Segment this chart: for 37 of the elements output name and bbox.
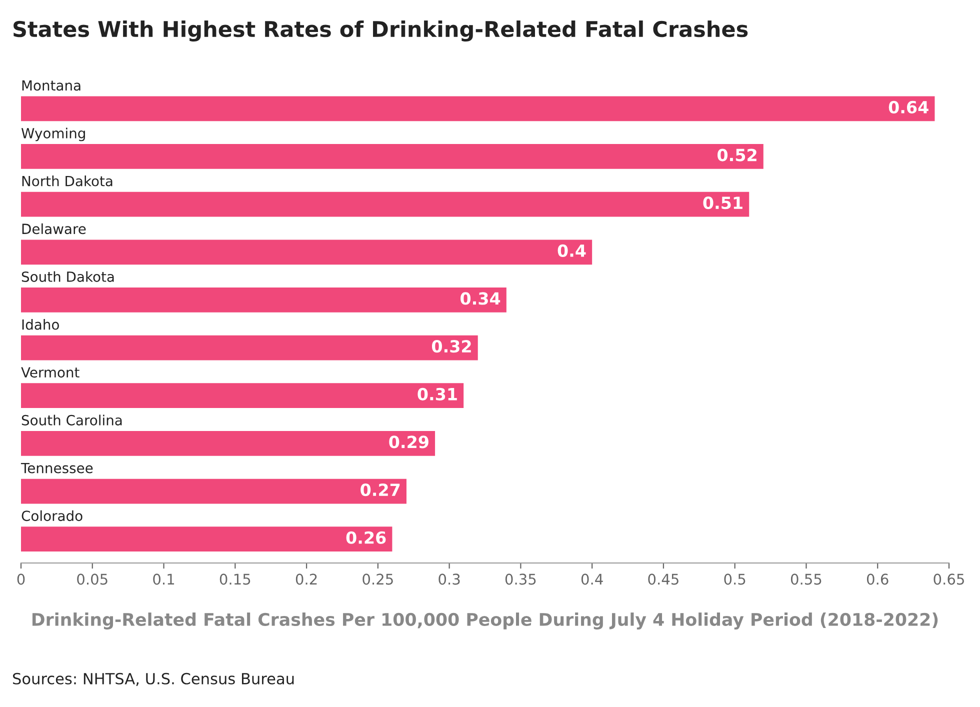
chart-title: States With Highest Rates of Drinking-Related Fatal Crashes xyxy=(14,20,748,42)
x-tick-label: 0.25 xyxy=(362,574,393,585)
y-tick-label: South Dakota xyxy=(22,271,114,282)
x-tick-label: 0.55 xyxy=(790,574,822,585)
source-note: Sources: NHTSA, U.S. Census Bureau xyxy=(13,672,294,686)
y-tick-label: Tennessee xyxy=(20,462,93,474)
data-label: 0.64 xyxy=(888,100,928,114)
x-tick-label: 0 xyxy=(17,574,25,585)
data-label: 0.52 xyxy=(718,148,756,162)
x-tick-label: 0.1 xyxy=(153,574,174,585)
x-tick-label: 0.35 xyxy=(505,574,536,585)
data-label: 0.29 xyxy=(389,436,428,448)
y-tick-label: Delaware xyxy=(22,223,86,234)
y-tick-label: South Carolina xyxy=(22,414,122,426)
x-tick-label: 0.45 xyxy=(648,574,678,585)
x-tick-label: 0.15 xyxy=(220,574,250,585)
x-tick-label: 0.6 xyxy=(866,574,888,585)
x-tick-label: 0.4 xyxy=(581,574,603,585)
x-tick-label: 0.3 xyxy=(438,574,460,585)
data-label: 0.4 xyxy=(558,244,586,257)
data-label: 0.27 xyxy=(360,483,400,496)
x-axis-title: Drinking-Related Fatal Crashes Per 100,000 People During July 4 Holiday Period (2018-2022) xyxy=(32,612,938,630)
x-tick-label: 0.5 xyxy=(724,574,746,585)
data-label: 0.26 xyxy=(346,531,386,544)
y-tick-label: Vermont xyxy=(21,367,80,378)
x-tick-label: 0.05 xyxy=(77,574,108,585)
data-label: 0.32 xyxy=(432,340,471,353)
data-label: 0.51 xyxy=(703,196,742,210)
x-tick-label: 0.65 xyxy=(934,574,964,585)
data-label: 0.34 xyxy=(460,292,500,305)
data-label: 0.31 xyxy=(418,388,457,400)
x-tick-label: 0.2 xyxy=(296,574,317,585)
y-tick-label: North Dakota xyxy=(22,176,112,186)
y-tick-label: Wyoming xyxy=(21,128,85,142)
y-tick-label: Idaho xyxy=(22,319,59,330)
y-tick-label: Colorado xyxy=(22,510,82,522)
y-tick-label: Montana xyxy=(22,80,80,91)
